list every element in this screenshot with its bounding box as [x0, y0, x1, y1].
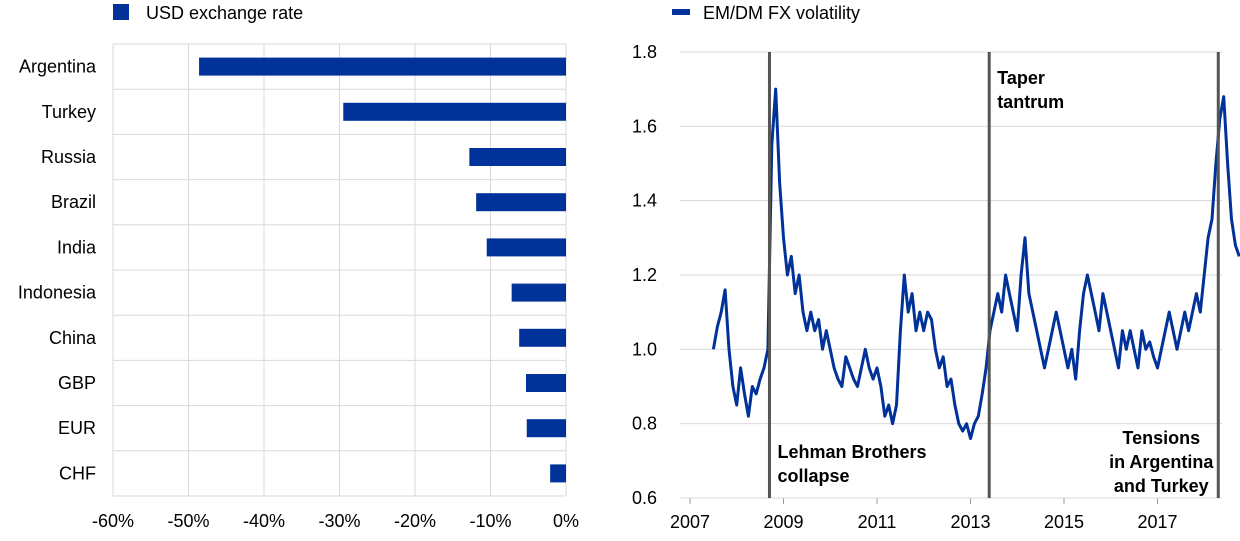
category-label: Brazil — [51, 192, 96, 212]
x-tick-label: 0% — [553, 511, 579, 531]
x-tick-label: -30% — [318, 511, 360, 531]
x-tick-label: 2013 — [950, 512, 990, 532]
category-label: Turkey — [42, 102, 96, 122]
bar-indonesia — [511, 283, 566, 302]
bar-brazil — [476, 193, 566, 212]
x-tick-label: 2011 — [858, 512, 897, 532]
x-tick-label: 2007 — [670, 512, 710, 532]
y-tick-label: 1.4 — [632, 191, 657, 211]
bar-india — [486, 238, 566, 257]
bar-chf — [550, 464, 566, 483]
bar-eur — [526, 419, 566, 438]
x-tick-label: -20% — [394, 511, 436, 531]
bar-turkey — [343, 102, 566, 121]
event-label: tantrum — [997, 92, 1064, 112]
x-tick-label: 2015 — [1044, 512, 1084, 532]
y-tick-label: 1.0 — [632, 339, 657, 359]
category-label: Russia — [41, 147, 97, 167]
event-label: and Turkey — [1114, 476, 1209, 496]
x-tick-label: -60% — [92, 511, 134, 531]
event-label: collapse — [777, 466, 849, 486]
category-label: India — [57, 237, 97, 257]
category-label: EUR — [58, 418, 96, 438]
event-label: Taper — [997, 68, 1045, 88]
bar-china — [519, 328, 566, 347]
y-tick-label: 0.6 — [632, 488, 657, 508]
y-tick-label: 1.6 — [632, 116, 657, 136]
event-label: Tensions — [1122, 428, 1200, 448]
bar-gbp — [525, 374, 566, 392]
event-label: in Argentina — [1109, 452, 1214, 472]
legend-label: EM/DM FX volatility — [703, 3, 860, 23]
y-tick-label: 1.8 — [632, 42, 657, 62]
x-tick-label: 2009 — [763, 512, 803, 532]
category-label: Indonesia — [18, 283, 97, 303]
bar-russia — [469, 148, 566, 166]
x-tick-label: -10% — [469, 511, 511, 531]
category-label: GBP — [58, 373, 96, 393]
x-tick-label: -40% — [243, 511, 285, 531]
category-label: CHF — [59, 463, 96, 483]
x-tick-label: -50% — [167, 511, 209, 531]
legend-swatch — [113, 4, 129, 20]
category-label: China — [49, 328, 97, 348]
y-tick-label: 1.2 — [632, 265, 657, 285]
bar-argentina — [199, 57, 566, 76]
event-label: Lehman Brothers — [777, 442, 926, 462]
y-tick-label: 0.8 — [632, 414, 657, 434]
series-line-em-dm-fx-volatility — [711, 87, 1240, 440]
legend-label: USD exchange rate — [146, 3, 303, 23]
x-tick-label: 2017 — [1137, 512, 1177, 532]
category-label: Argentina — [19, 57, 97, 77]
